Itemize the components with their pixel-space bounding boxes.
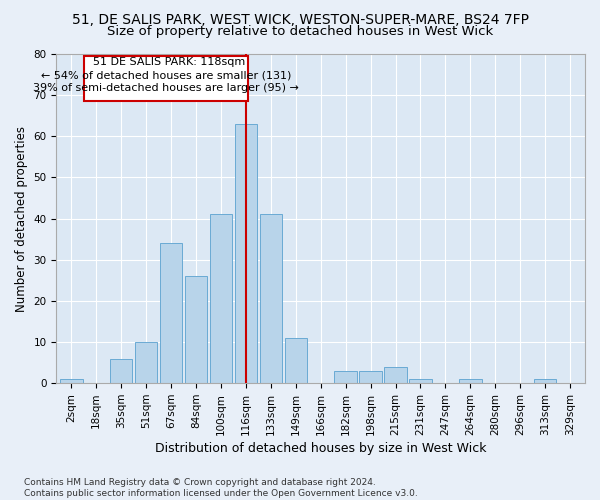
Bar <box>110 358 133 383</box>
Bar <box>384 366 407 383</box>
Text: Contains HM Land Registry data © Crown copyright and database right 2024.
Contai: Contains HM Land Registry data © Crown c… <box>24 478 418 498</box>
Bar <box>60 379 83 383</box>
Bar <box>359 371 382 383</box>
Bar <box>160 244 182 383</box>
Text: Size of property relative to detached houses in West Wick: Size of property relative to detached ho… <box>107 25 493 38</box>
FancyBboxPatch shape <box>84 56 248 102</box>
Text: ← 54% of detached houses are smaller (131): ← 54% of detached houses are smaller (13… <box>41 70 291 80</box>
Bar <box>409 379 431 383</box>
Bar <box>185 276 207 383</box>
Bar <box>334 371 357 383</box>
Bar <box>459 379 482 383</box>
Bar <box>235 124 257 383</box>
X-axis label: Distribution of detached houses by size in West Wick: Distribution of detached houses by size … <box>155 442 487 455</box>
Bar <box>135 342 157 383</box>
Text: 51, DE SALIS PARK, WEST WICK, WESTON-SUPER-MARE, BS24 7FP: 51, DE SALIS PARK, WEST WICK, WESTON-SUP… <box>71 12 529 26</box>
Text: 51 DE SALIS PARK: 118sqm: 51 DE SALIS PARK: 118sqm <box>86 57 245 67</box>
Bar <box>534 379 556 383</box>
Text: 39% of semi-detached houses are larger (95) →: 39% of semi-detached houses are larger (… <box>33 83 299 93</box>
Bar <box>210 214 232 383</box>
Y-axis label: Number of detached properties: Number of detached properties <box>15 126 28 312</box>
Bar <box>260 214 282 383</box>
Bar <box>284 338 307 383</box>
